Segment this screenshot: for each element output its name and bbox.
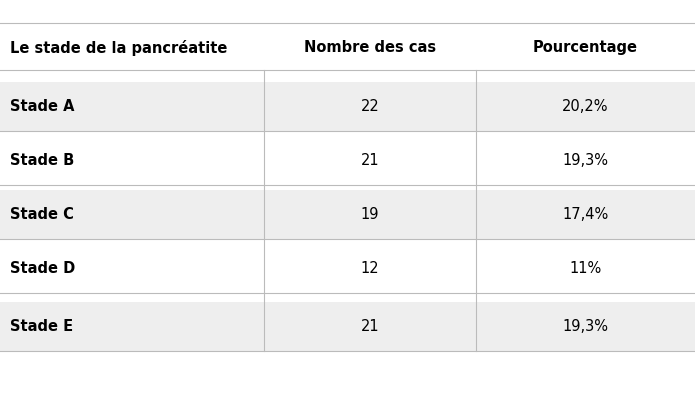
Text: 17,4%: 17,4% xyxy=(562,207,609,222)
Bar xyxy=(0,26,695,69)
Text: Stade D: Stade D xyxy=(10,261,76,276)
Text: Stade B: Stade B xyxy=(10,153,74,168)
Bar xyxy=(0,82,695,131)
Bar xyxy=(0,136,695,185)
Text: 20,2%: 20,2% xyxy=(562,99,609,114)
Text: 21: 21 xyxy=(361,319,379,334)
Text: Stade C: Stade C xyxy=(10,207,74,222)
Text: Pourcentage: Pourcentage xyxy=(533,40,638,55)
Text: 21: 21 xyxy=(361,153,379,168)
Text: Stade A: Stade A xyxy=(10,99,75,114)
Text: 19,3%: 19,3% xyxy=(562,153,609,168)
Bar xyxy=(0,244,695,293)
Bar xyxy=(0,302,695,351)
Text: 11%: 11% xyxy=(569,261,602,276)
Text: 12: 12 xyxy=(361,261,379,276)
Text: 22: 22 xyxy=(361,99,379,114)
Text: Stade E: Stade E xyxy=(10,319,74,334)
Text: 19: 19 xyxy=(361,207,379,222)
Text: Le stade de la pancréatite: Le stade de la pancréatite xyxy=(10,40,228,56)
Text: 19,3%: 19,3% xyxy=(562,319,609,334)
Text: Nombre des cas: Nombre des cas xyxy=(304,40,436,55)
Bar xyxy=(0,190,695,239)
